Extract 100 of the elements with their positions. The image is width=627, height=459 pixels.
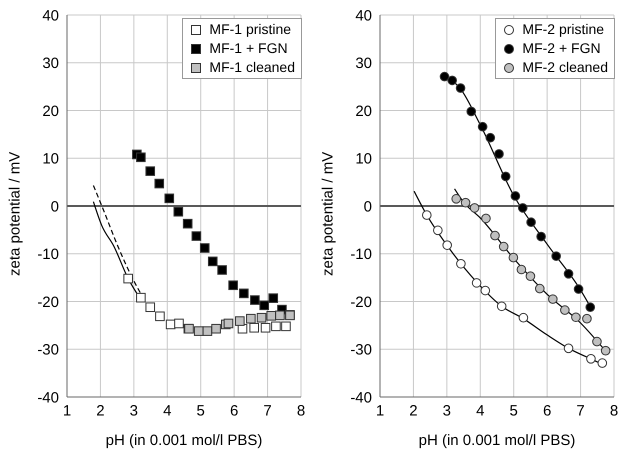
point xyxy=(217,265,227,275)
point xyxy=(224,318,234,328)
point xyxy=(235,316,245,326)
point xyxy=(582,314,592,324)
y-tick-label: -20 xyxy=(37,294,59,311)
point xyxy=(496,301,506,312)
point xyxy=(571,312,581,322)
point xyxy=(472,278,482,288)
point xyxy=(440,72,450,82)
x-tick-label: 5 xyxy=(510,402,518,420)
point xyxy=(548,294,558,304)
point xyxy=(490,230,500,240)
point xyxy=(466,106,476,116)
x-tick-label: 7 xyxy=(576,402,585,420)
point xyxy=(250,295,260,305)
point xyxy=(534,284,545,294)
y-tick-label: -10 xyxy=(37,246,59,264)
point xyxy=(526,217,536,228)
point xyxy=(202,326,212,336)
point xyxy=(564,343,574,354)
point xyxy=(256,312,266,323)
point xyxy=(456,83,466,93)
x-tick-label: 2 xyxy=(96,402,105,420)
point xyxy=(154,178,164,188)
x-tick-label: 3 xyxy=(442,402,452,420)
y-tick-label: -20 xyxy=(350,294,372,311)
y-tick-label: -40 xyxy=(350,389,372,406)
point xyxy=(592,336,602,346)
point xyxy=(478,122,488,132)
y-tick-label: 40 xyxy=(355,7,372,24)
x-tick-label: 3 xyxy=(130,402,138,420)
point xyxy=(486,132,496,143)
point xyxy=(586,354,596,364)
point xyxy=(174,206,184,217)
point xyxy=(145,166,156,176)
x-axis-title: pH (in 0.001 mol/l PBS) xyxy=(106,432,262,449)
legend-label: MF-1 cleaned xyxy=(209,58,295,77)
legend-label: MF-2 + FGN xyxy=(522,39,601,58)
x-tick-label: 5 xyxy=(196,402,205,420)
point xyxy=(228,280,238,290)
legend-label: MF-2 pristine xyxy=(522,20,604,39)
point xyxy=(536,232,546,242)
y-axis-title: zeta potential / mV xyxy=(319,152,336,276)
point xyxy=(433,226,443,236)
point xyxy=(564,269,574,279)
point xyxy=(585,302,596,312)
point xyxy=(211,324,221,334)
point xyxy=(574,284,584,294)
point xyxy=(447,76,458,86)
point xyxy=(498,242,508,252)
point xyxy=(451,194,462,204)
y-tick-label: -30 xyxy=(37,342,59,359)
legend-label: MF-1 + FGN xyxy=(209,39,288,58)
point xyxy=(182,218,192,228)
point xyxy=(510,191,520,201)
y-tick-label: 20 xyxy=(42,102,59,120)
legend-label: MF-1 pristine xyxy=(209,20,292,39)
point xyxy=(481,214,491,224)
x-tick-label: 4 xyxy=(163,402,172,420)
point xyxy=(208,256,218,266)
y-tick-label: 0 xyxy=(364,198,372,216)
point xyxy=(155,312,165,322)
point xyxy=(164,194,174,204)
x-tick-label: 7 xyxy=(263,402,272,420)
point xyxy=(174,318,184,328)
x-tick-label: 8 xyxy=(296,402,306,420)
legend-label: MF-2 cleaned xyxy=(522,58,608,77)
point xyxy=(422,210,432,220)
y-tick-label: 10 xyxy=(42,150,59,168)
y-tick-label: 40 xyxy=(42,7,59,24)
y-tick-label: 20 xyxy=(355,102,372,120)
point xyxy=(246,314,256,324)
point xyxy=(551,251,561,261)
point xyxy=(123,274,133,284)
point xyxy=(200,243,210,253)
point xyxy=(442,240,452,250)
point xyxy=(456,258,466,269)
y-tick-label: 30 xyxy=(355,55,372,72)
y-tick-label: 0 xyxy=(50,198,59,216)
point xyxy=(560,305,570,315)
x-tick-label: 6 xyxy=(542,402,552,420)
point xyxy=(260,322,270,333)
point xyxy=(598,358,608,368)
point xyxy=(136,152,146,162)
y-tick-label: 30 xyxy=(42,55,59,72)
point xyxy=(145,302,156,312)
point xyxy=(526,271,536,281)
x-axis-title: pH (in 0.001 mol/l PBS) xyxy=(418,432,576,449)
x-tick-label: 8 xyxy=(610,402,618,420)
point xyxy=(249,322,259,333)
y-tick-label: -30 xyxy=(350,342,372,359)
point xyxy=(239,288,249,298)
point xyxy=(268,293,278,303)
y-tick-label: -40 xyxy=(37,389,59,406)
y-tick-label: -10 xyxy=(350,246,372,264)
point xyxy=(518,203,528,213)
x-tick-label: 1 xyxy=(376,402,384,420)
point xyxy=(508,252,518,262)
point xyxy=(494,149,504,159)
x-tick-label: 1 xyxy=(62,402,72,420)
